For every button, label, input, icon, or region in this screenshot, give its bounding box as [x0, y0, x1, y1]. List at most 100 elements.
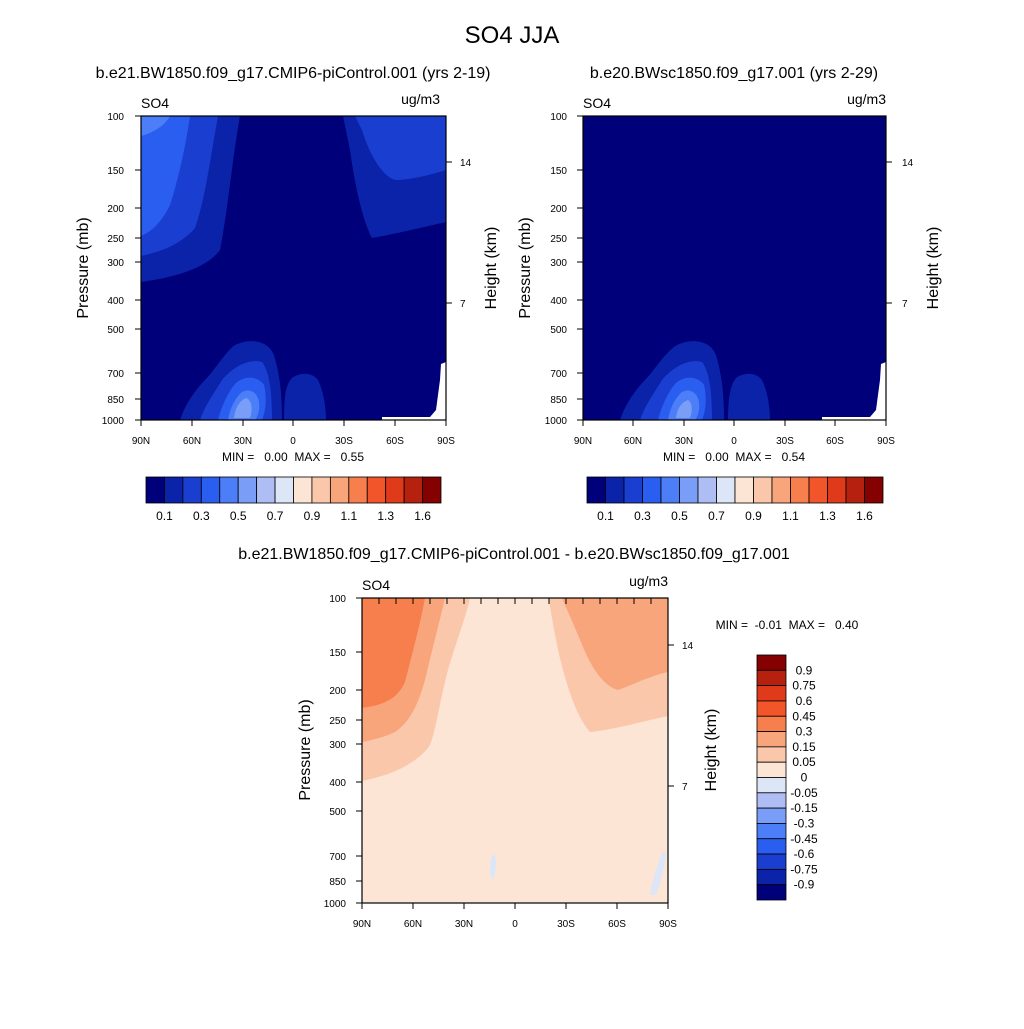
y-right-axis-label: Height (km)	[925, 227, 942, 310]
colorbar-label: 0.6	[796, 694, 813, 708]
colorbar-swatch	[274, 476, 294, 504]
y-tick-label: 400	[107, 296, 124, 307]
colorbar-swatch	[756, 715, 787, 732]
missing-data-region	[382, 362, 446, 420]
colorbar-swatch	[756, 884, 787, 901]
colorbar-swatch	[756, 853, 787, 870]
colorbar-swatch	[756, 807, 787, 824]
y-ticks: 100 150 200 250 300 400 500 700 850 1000	[102, 112, 141, 427]
colorbar-swatch	[756, 746, 787, 763]
colorbar-label: 0.5	[230, 509, 247, 523]
colorbar-swatch	[716, 476, 736, 504]
y-tick-label: 500	[107, 325, 124, 336]
x-tick-label: 60N	[624, 436, 642, 447]
colorbar-swatch	[864, 476, 884, 504]
y-tick-label: 250	[329, 716, 346, 727]
colorbar-swatch	[623, 476, 643, 504]
colorbar-swatch	[756, 669, 787, 687]
panel-units-label: ug/m3	[629, 573, 668, 589]
colorbar-label: 0.9	[745, 509, 762, 523]
y-tick-label: 700	[550, 369, 567, 380]
colorbar-swatch	[164, 476, 184, 504]
y-right-tick-label: 7	[460, 299, 466, 310]
y-tick-label: 850	[107, 395, 124, 406]
colorbar-label: 1.6	[856, 509, 873, 523]
colorbar-swatch	[145, 476, 165, 504]
contour-fill-0.3-0.45-left	[362, 598, 425, 708]
x-tick-label: 90S	[659, 919, 677, 930]
colorbar-label: -0.05	[790, 786, 818, 800]
contour-fill-negative-small-1	[490, 854, 497, 880]
y-tick-label: 100	[107, 112, 124, 123]
colorbar-label: 0.7	[267, 509, 284, 523]
top-ticks	[361, 598, 669, 604]
y-tick-label: 1000	[324, 899, 347, 910]
x-tick-label: 30N	[675, 436, 693, 447]
y-tick-label: 700	[107, 369, 124, 380]
panel-2: b.e20.BWsc1850.f09_g17.001 (yrs 2-29) SO…	[517, 65, 942, 523]
x-tick-label: 0	[290, 436, 296, 447]
x-ticks: 90N 60N 30N 0 30S 60S 90S	[132, 420, 455, 447]
contour-fill-0.15-0.3-right	[562, 598, 668, 690]
colorbar-swatch	[756, 761, 787, 778]
y-right-tick-label: 14	[682, 641, 694, 652]
contour-fill-upper-left-3	[141, 116, 190, 236]
contour-fill-negative-small-2	[650, 851, 666, 895]
contour-fill-lower-5	[676, 400, 692, 418]
colorbar-label: 0.05	[792, 755, 816, 769]
missing-data-region	[822, 362, 886, 420]
colorbar-swatch	[403, 476, 423, 504]
x-tick-label: 90N	[353, 919, 371, 930]
x-tick-label: 30S	[557, 919, 575, 930]
contour-fill-lower-6	[284, 373, 326, 420]
colorbar-label: 0.15	[792, 740, 816, 754]
y-tick-label: 150	[329, 648, 346, 659]
colorbar-swatch	[200, 476, 221, 504]
x-tick-label: 60S	[386, 436, 404, 447]
figure-title: SO4 JJA	[465, 22, 560, 49]
colorbar-swatch	[422, 476, 442, 504]
contour-fill-lower-5	[234, 398, 252, 418]
y-right-tick-label: 14	[902, 158, 914, 169]
colorbar-swatch	[756, 685, 787, 702]
y-right-axis-label: Height (km)	[483, 227, 500, 310]
colorbar-swatch	[679, 476, 699, 504]
x-tick-label: 90S	[437, 436, 455, 447]
y-right-tick-label: 7	[902, 299, 908, 310]
contour-field	[141, 116, 446, 420]
colorbar-label: 0.9	[796, 663, 813, 677]
colorbar-swatch	[237, 476, 258, 504]
y-tick-label: 250	[107, 234, 124, 245]
y-tick-label: 150	[550, 166, 567, 177]
y-tick-label: 250	[550, 234, 567, 245]
y-tick-label: 300	[550, 258, 567, 269]
y-tick-label: 200	[550, 204, 567, 215]
colorbar-label: 1.3	[819, 509, 836, 523]
x-tick-label: 0	[512, 919, 518, 930]
colorbar-swatch	[311, 476, 331, 504]
colorbar-swatch	[348, 476, 368, 504]
x-tick-label: 0	[731, 436, 737, 447]
colorbar-swatch	[642, 476, 662, 504]
y-ticks: 100 150 200 250 300 400 500 700 850 1000	[545, 112, 583, 427]
y-tick-label: 200	[329, 686, 346, 697]
x-tick-label: 90N	[132, 436, 150, 447]
colorbar-swatch	[756, 777, 787, 794]
contour-field	[362, 598, 668, 903]
contour-field	[583, 116, 886, 420]
y-right-ticks: 14 7	[668, 641, 694, 793]
panel-3: b.e21.BW1850.f09_g17.CMIP6-piControl.001…	[238, 546, 858, 930]
panel-title: b.e21.BW1850.f09_g17.CMIP6-piControl.001…	[96, 65, 491, 82]
colorbar-label: 0.1	[156, 509, 173, 523]
y-tick-label: 700	[329, 852, 346, 863]
x-tick-label: 60S	[826, 436, 844, 447]
y-tick-label: 500	[329, 807, 346, 818]
y-tick-label: 150	[107, 166, 124, 177]
y-tick-label: 200	[107, 204, 124, 215]
colorbar-label: 0.3	[796, 725, 813, 739]
panel-title: b.e21.BW1850.f09_g17.CMIP6-piControl.001…	[238, 546, 790, 563]
x-tick-label: 30S	[776, 436, 794, 447]
y-right-ticks: 14 7	[446, 158, 472, 310]
colorbar-swatch	[756, 700, 787, 717]
